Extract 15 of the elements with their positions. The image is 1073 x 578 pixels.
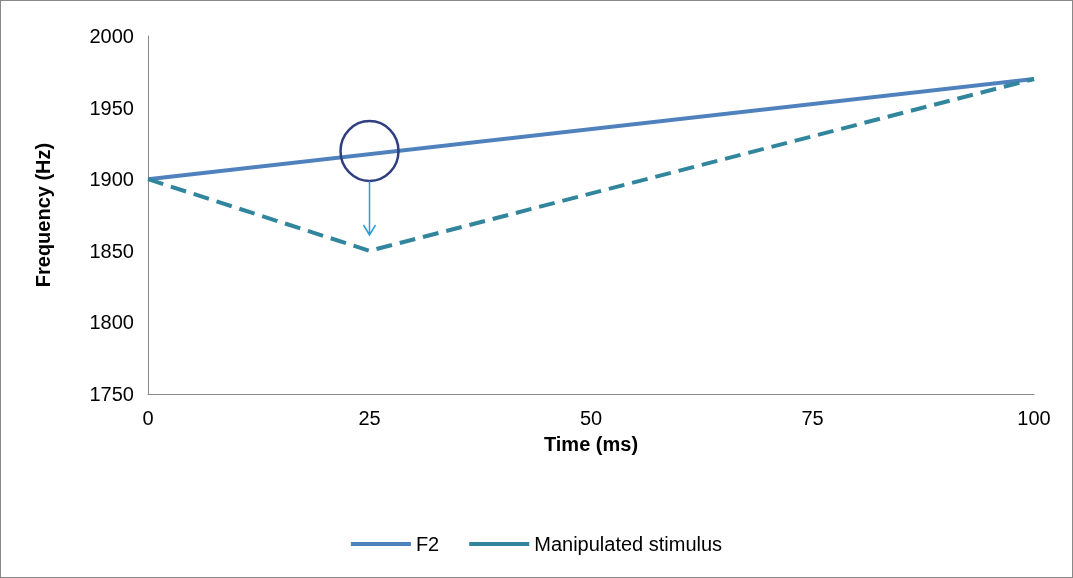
x-tick-label: 25 [358,407,381,429]
y-tick-label: 1850 [89,239,134,262]
y-tick-label: 1950 [89,96,134,119]
x-tick-label: 0 [142,407,154,429]
y-tick-label: 2000 [89,25,134,47]
x-tick-label: 75 [801,407,824,429]
y-axis-title: Frequency (Hz) [32,142,54,288]
y-tick-label: 1900 [89,168,134,191]
legend-label: F2 [415,533,440,555]
x-tick-label: 50 [579,407,603,429]
x-axis-title: Time (ms) [543,433,639,455]
y-tick-label: 1800 [89,311,134,334]
x-tick-label: 100 [1017,407,1051,429]
legend-label: Manipulated stimulus [534,533,723,555]
y-tick-label: 1750 [89,383,134,405]
